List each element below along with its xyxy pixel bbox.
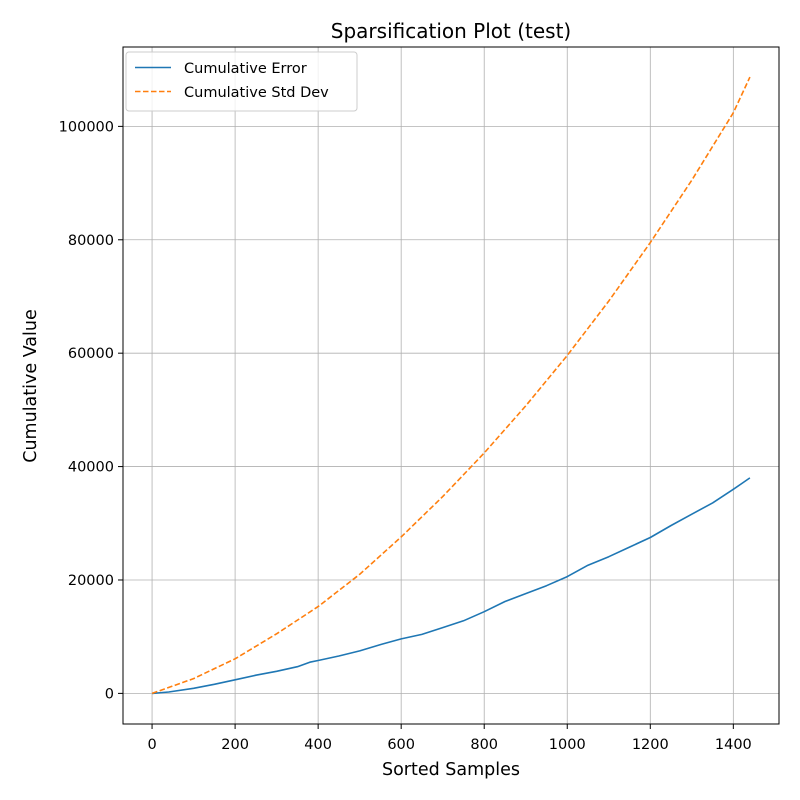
- x-axis-label: Sorted Samples: [382, 760, 520, 780]
- chart-title: Sparsification Plot (test): [331, 19, 571, 43]
- y-tick-label: 100000: [59, 119, 114, 135]
- y-axis: 0 20000 40000 60000 80000 100000: [59, 119, 123, 702]
- y-axis-label: Cumulative Value: [21, 309, 41, 463]
- y-tick-label: 80000: [68, 233, 114, 249]
- series-line-cumulative-error: [152, 477, 751, 695]
- legend-box: [125, 51, 358, 112]
- x-tick-label: 1000: [549, 737, 586, 753]
- y-tick-label: 60000: [68, 346, 114, 362]
- x-tick-label: 0: [147, 737, 156, 753]
- x-tick-label: 800: [470, 737, 498, 753]
- x-tick-label: 1400: [715, 737, 752, 753]
- y-tick-label: 40000: [68, 460, 114, 476]
- plot-frame: [122, 46, 780, 725]
- plot-area: [123, 47, 779, 724]
- legend: Cumulative Error Cumulative Std Dev: [125, 51, 358, 112]
- legend-label-cumulative-error: Cumulative Error: [184, 61, 307, 77]
- x-tick-label: 600: [387, 737, 415, 753]
- grid: [123, 47, 779, 724]
- x-tick-label: 1200: [632, 737, 669, 753]
- x-axis: 0 200 400 600 800 1000 1200 1400: [147, 724, 752, 753]
- y-tick-label: 0: [105, 686, 114, 702]
- x-tick-label: 400: [304, 737, 332, 753]
- x-tick-label: 200: [221, 737, 249, 753]
- series-line-cumulative-std-dev: [151, 76, 751, 695]
- y-tick-label: 20000: [68, 573, 114, 589]
- series-layer: [151, 76, 751, 695]
- legend-label-cumulative-std-dev: Cumulative Std Dev: [184, 85, 329, 101]
